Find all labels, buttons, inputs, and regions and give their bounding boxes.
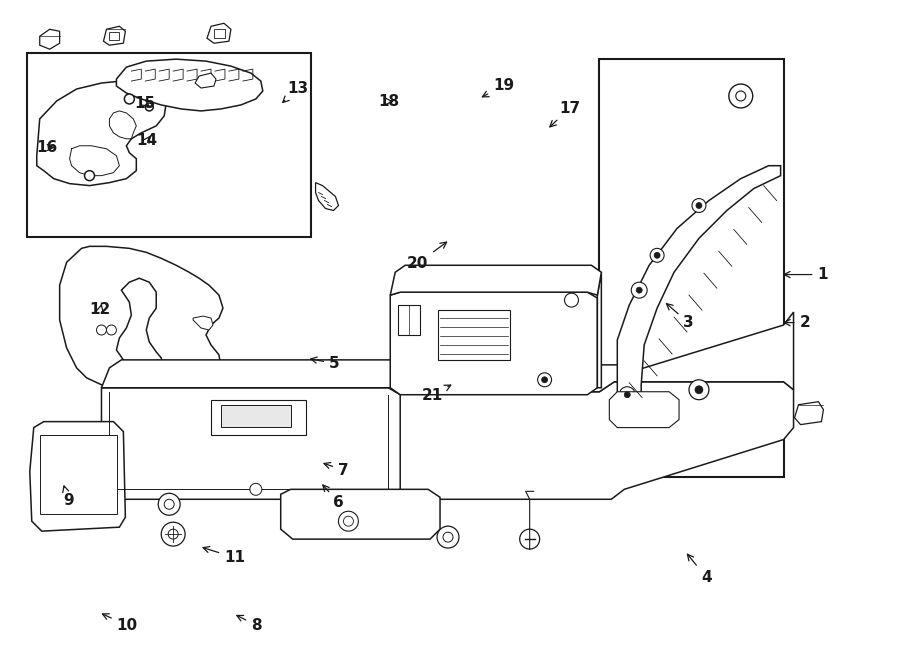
Polygon shape [102,388,400,499]
Circle shape [519,529,540,549]
Polygon shape [609,392,679,428]
Circle shape [158,493,180,515]
Circle shape [145,103,153,111]
Circle shape [619,387,635,403]
Polygon shape [59,247,223,390]
Circle shape [443,532,453,542]
Circle shape [729,84,752,108]
Circle shape [636,287,643,293]
Text: 19: 19 [482,78,514,97]
Circle shape [164,499,175,509]
Circle shape [692,198,706,212]
Circle shape [338,511,358,531]
Text: 9: 9 [63,486,74,508]
Text: 4: 4 [688,554,712,585]
Text: 20: 20 [407,242,446,271]
Polygon shape [194,316,213,330]
Circle shape [736,91,746,101]
Text: 17: 17 [550,100,580,127]
Text: 6: 6 [323,485,344,510]
Polygon shape [211,400,306,434]
Text: 10: 10 [103,614,138,633]
Bar [40,434,117,514]
Text: 1: 1 [784,267,828,282]
Circle shape [85,171,94,180]
Text: 5: 5 [310,356,339,371]
Bar [221,405,291,426]
Circle shape [344,516,354,526]
Polygon shape [795,402,824,424]
Bar [110,32,120,40]
Circle shape [696,202,702,208]
Polygon shape [102,360,402,388]
Polygon shape [207,23,231,43]
Text: 15: 15 [134,96,156,111]
Polygon shape [598,272,601,388]
Polygon shape [30,422,125,531]
Circle shape [625,392,630,398]
Text: 2: 2 [784,315,810,330]
Polygon shape [385,382,794,499]
Polygon shape [104,26,125,45]
Circle shape [542,377,547,383]
Polygon shape [37,81,166,186]
Circle shape [168,529,178,539]
Text: 16: 16 [36,140,58,155]
Text: 14: 14 [136,134,158,149]
Circle shape [631,282,647,298]
Text: 3: 3 [667,303,694,330]
Circle shape [564,293,579,307]
Circle shape [689,380,709,400]
Circle shape [161,522,185,546]
Bar [599,59,784,477]
Text: 18: 18 [378,94,400,109]
Polygon shape [398,305,420,335]
Bar [27,53,310,237]
Text: 8: 8 [237,615,262,633]
Polygon shape [617,166,780,414]
Polygon shape [40,29,59,49]
Text: 12: 12 [90,302,111,317]
Bar [214,29,225,38]
Polygon shape [316,182,338,210]
Circle shape [437,526,459,548]
Circle shape [654,253,660,258]
Text: 7: 7 [324,463,348,477]
Text: 11: 11 [203,547,245,565]
Circle shape [650,249,664,262]
Text: 21: 21 [421,385,451,403]
Polygon shape [195,73,216,88]
Polygon shape [391,265,601,295]
Circle shape [537,373,552,387]
Circle shape [124,94,134,104]
Circle shape [250,483,262,495]
Circle shape [96,325,106,335]
Polygon shape [438,310,509,360]
Polygon shape [385,312,794,392]
Polygon shape [116,59,263,111]
Text: 13: 13 [283,81,308,102]
Polygon shape [281,489,440,539]
Circle shape [695,386,703,394]
Circle shape [106,325,116,335]
Polygon shape [391,292,598,395]
